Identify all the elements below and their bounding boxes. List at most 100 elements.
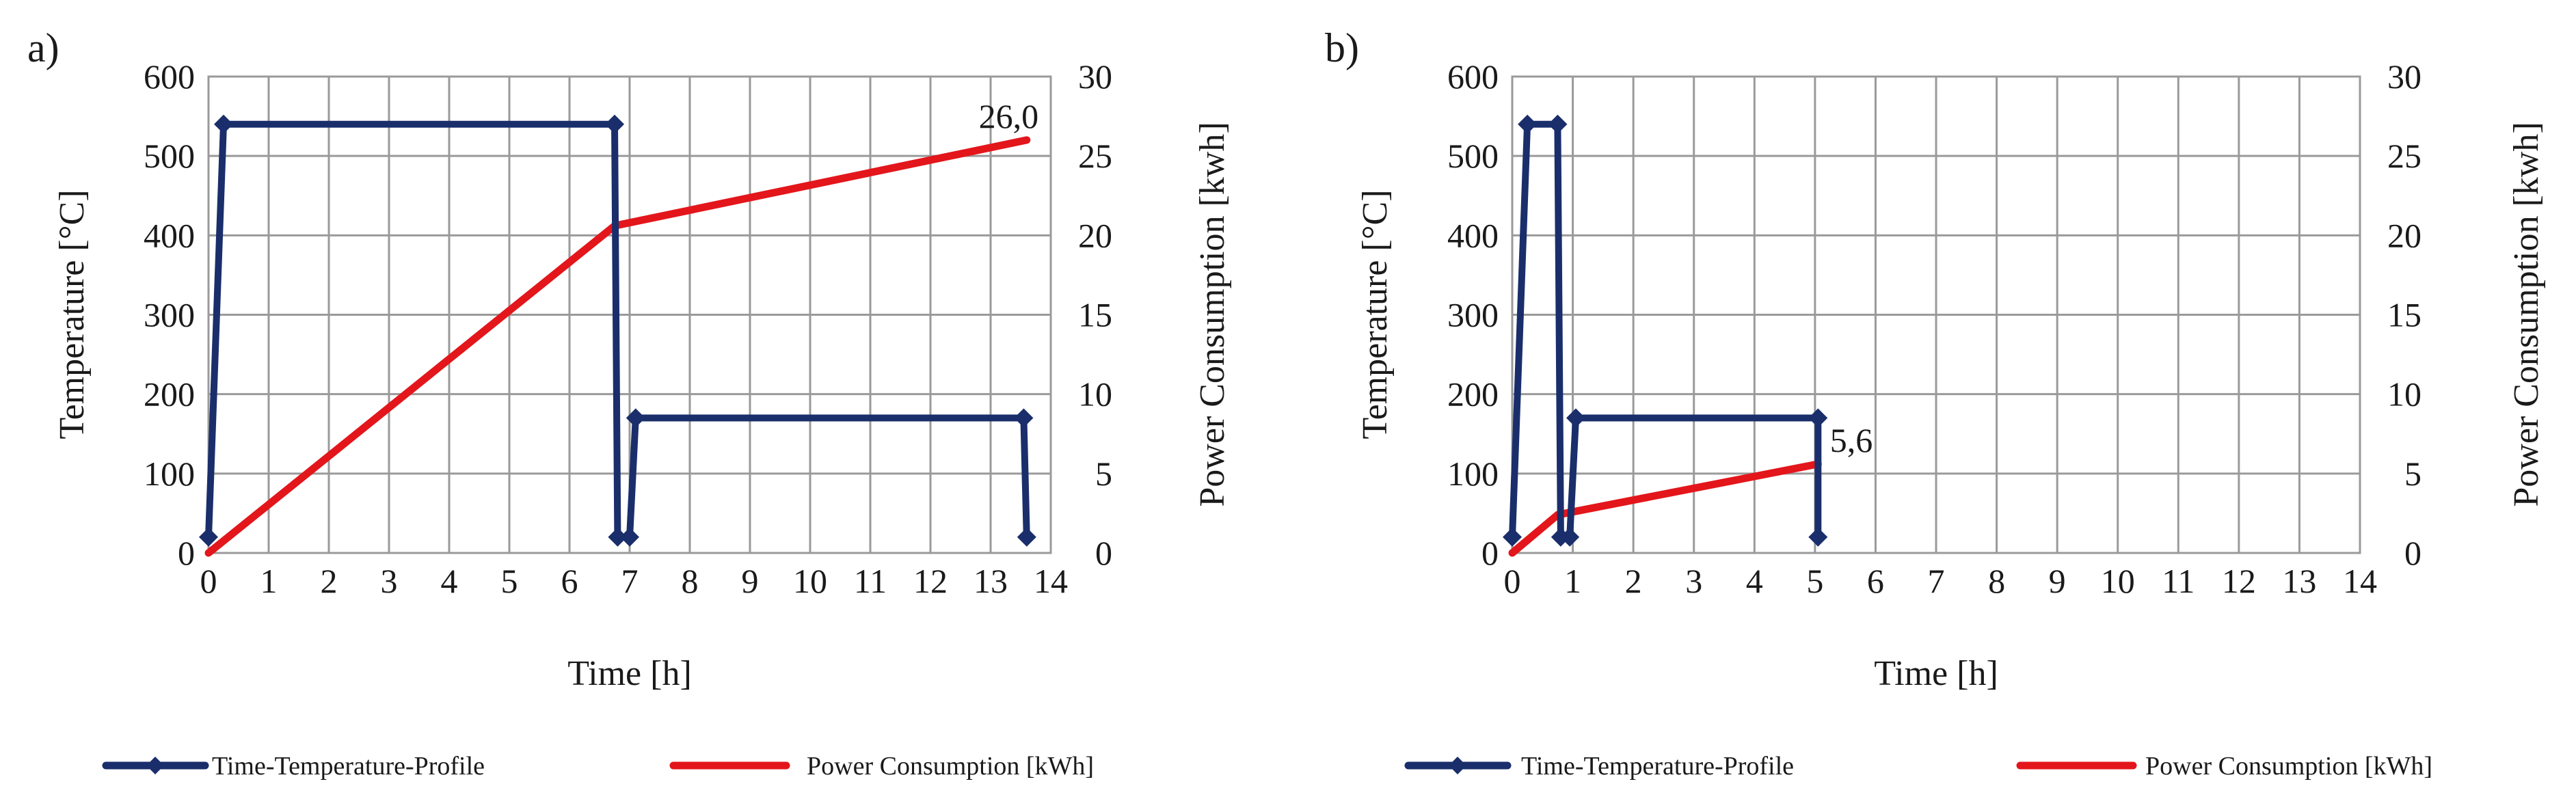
legend-a: Time-Temperature-Profile Power Consumpti… — [102, 752, 1094, 781]
temperature-point-4 — [1560, 527, 1580, 547]
x-tick-label-14: 14 — [1034, 562, 1068, 600]
y-left-tick-label-3: 300 — [144, 296, 195, 334]
x-tick-label-9: 9 — [2049, 562, 2066, 600]
x-tick-labels-a: 0 1 2 3 4 5 6 7 8 9 10 11 12 13 14 — [200, 562, 1069, 600]
temperature-point-1 — [214, 114, 233, 134]
y-right-tick-label-1: 5 — [1095, 455, 1112, 493]
y-left-tick-label-4: 400 — [1447, 216, 1499, 254]
temperature-point-6 — [1808, 408, 1828, 428]
legend-power-label-b: Power Consumption [kWh] — [2145, 752, 2432, 781]
y-left-tick-label-4: 400 — [144, 216, 195, 254]
legend-temperature-marker-b — [1449, 757, 1466, 774]
grid-b — [1511, 75, 2361, 554]
panel-label-a: a) — [27, 25, 59, 70]
temperature-point-5 — [1566, 408, 1585, 428]
x-tick-label-2: 2 — [321, 562, 338, 600]
temperature-point-7 — [1017, 527, 1036, 547]
y-left-axis-title-a: Temperature [°C] — [53, 189, 92, 439]
y-right-tick-labels-a: 0 5 10 15 20 25 30 — [1078, 57, 1112, 572]
temperature-point-2 — [605, 114, 624, 134]
panel-label-b: b) — [1325, 25, 1359, 70]
y-right-tick-labels-b: 0 5 10 15 20 25 30 — [2387, 57, 2421, 572]
temperature-point-5 — [626, 408, 645, 428]
x-tick-label-2: 2 — [1625, 562, 1642, 600]
y-right-tick-label-0: 0 — [2404, 534, 2421, 572]
y-right-axis-title-b: Power Consumption [kwh] — [2507, 122, 2546, 506]
y-left-tick-label-6: 600 — [144, 57, 195, 96]
temperature-point-3 — [608, 527, 628, 547]
y-right-tick-label-5: 25 — [2387, 137, 2421, 175]
x-tick-label-10: 10 — [793, 562, 827, 600]
y-right-tick-label-0: 0 — [1095, 534, 1112, 572]
temperature-point-6 — [1014, 408, 1034, 428]
x-tick-label-3: 3 — [1685, 562, 1702, 600]
x-tick-label-4: 4 — [1746, 562, 1763, 600]
y-right-tick-label-1: 5 — [2404, 455, 2421, 493]
y-left-tick-label-2: 200 — [1447, 375, 1499, 414]
x-tick-label-1: 1 — [260, 562, 278, 600]
x-tick-label-3: 3 — [381, 562, 398, 600]
x-tick-label-1: 1 — [1564, 562, 1581, 600]
y-left-tick-label-0: 0 — [178, 534, 195, 572]
y-right-tick-label-3: 15 — [1078, 296, 1112, 334]
legend-temperature-label-a: Time-Temperature-Profile — [212, 752, 485, 781]
x-tick-label-7: 7 — [1928, 562, 1945, 600]
temperature-series-a — [199, 114, 1036, 547]
x-axis-title-a: Time [h] — [567, 654, 692, 693]
annotation-a: 26,0 — [979, 97, 1039, 135]
annotation-b: 5,6 — [1830, 421, 1873, 459]
x-tick-label-0: 0 — [200, 562, 217, 600]
x-tick-label-8: 8 — [1988, 562, 2005, 600]
y-left-tick-label-1: 100 — [1447, 455, 1499, 493]
temperature-point-2 — [1548, 114, 1568, 134]
x-tick-label-4: 4 — [441, 562, 458, 600]
legend-temperature-label-b: Time-Temperature-Profile — [1521, 752, 1794, 781]
temperature-point-0 — [1503, 527, 1522, 547]
x-axis-title-b: Time [h] — [1874, 654, 1998, 693]
x-tick-label-13: 13 — [2282, 562, 2316, 600]
x-tick-label-10: 10 — [2101, 562, 2135, 600]
y-right-tick-label-3: 15 — [2387, 296, 2421, 334]
y-right-tick-label-6: 30 — [2387, 57, 2421, 96]
x-tick-label-9: 9 — [742, 562, 759, 600]
legend-power-label-a: Power Consumption [kWh] — [807, 752, 1094, 781]
temperature-point-0 — [199, 527, 218, 547]
x-tick-label-12: 12 — [913, 562, 948, 600]
y-left-tick-label-5: 500 — [144, 137, 195, 175]
y-left-tick-label-2: 200 — [144, 375, 195, 414]
y-left-tick-labels-b: 0 100 200 300 400 500 600 — [1447, 57, 1499, 572]
plot-frame-a — [207, 75, 1052, 554]
temperature-series-b — [1503, 114, 1828, 547]
x-tick-label-11: 11 — [2162, 562, 2195, 600]
y-right-tick-label-6: 30 — [1078, 57, 1112, 96]
temperature-point-4 — [620, 527, 639, 547]
legend-temperature-marker-a — [146, 757, 164, 774]
temperature-point-7 — [1808, 527, 1828, 547]
x-tick-label-5: 5 — [501, 562, 518, 600]
y-left-tick-label-3: 300 — [1447, 296, 1499, 334]
y-left-tick-labels-a: 0 100 200 300 400 500 600 — [144, 57, 195, 572]
x-tick-label-8: 8 — [682, 562, 699, 600]
x-tick-label-7: 7 — [621, 562, 639, 600]
y-right-tick-label-2: 10 — [2387, 375, 2421, 414]
y-right-axis-title-a: Power Consumption [kwh] — [1193, 122, 1232, 506]
chart-panel-a: a) 0 1 2 3 4 5 6 7 8 9 10 11 12 13 14 0100200300400500… — [27, 25, 1232, 693]
x-tick-label-0: 0 — [1504, 562, 1521, 600]
x-tick-label-14: 14 — [2343, 562, 2377, 600]
y-right-tick-label-4: 20 — [1078, 216, 1112, 254]
chart-panel-b: b) 0 1 2 3 4 5 6 7 8 9 10 11 12 13 14 0100200300400500… — [1325, 25, 2546, 693]
x-tick-label-6: 6 — [561, 562, 578, 600]
temperature-point-1 — [1518, 114, 1538, 134]
y-left-tick-label-6: 600 — [1447, 57, 1499, 96]
x-tick-label-12: 12 — [2222, 562, 2256, 600]
y-left-axis-title-b: Temperature [°C] — [1356, 189, 1395, 439]
y-right-tick-label-5: 25 — [1078, 137, 1112, 175]
y-left-tick-label-5: 500 — [1447, 137, 1499, 175]
temperature-line-a — [205, 120, 1030, 541]
legend-b: Time-Temperature-Profile Power Consumpti… — [1404, 752, 2432, 781]
x-tick-label-6: 6 — [1867, 562, 1884, 600]
x-tick-label-13: 13 — [974, 562, 1008, 600]
y-left-tick-label-0: 0 — [1481, 534, 1499, 572]
y-right-tick-label-4: 20 — [2387, 216, 2421, 254]
